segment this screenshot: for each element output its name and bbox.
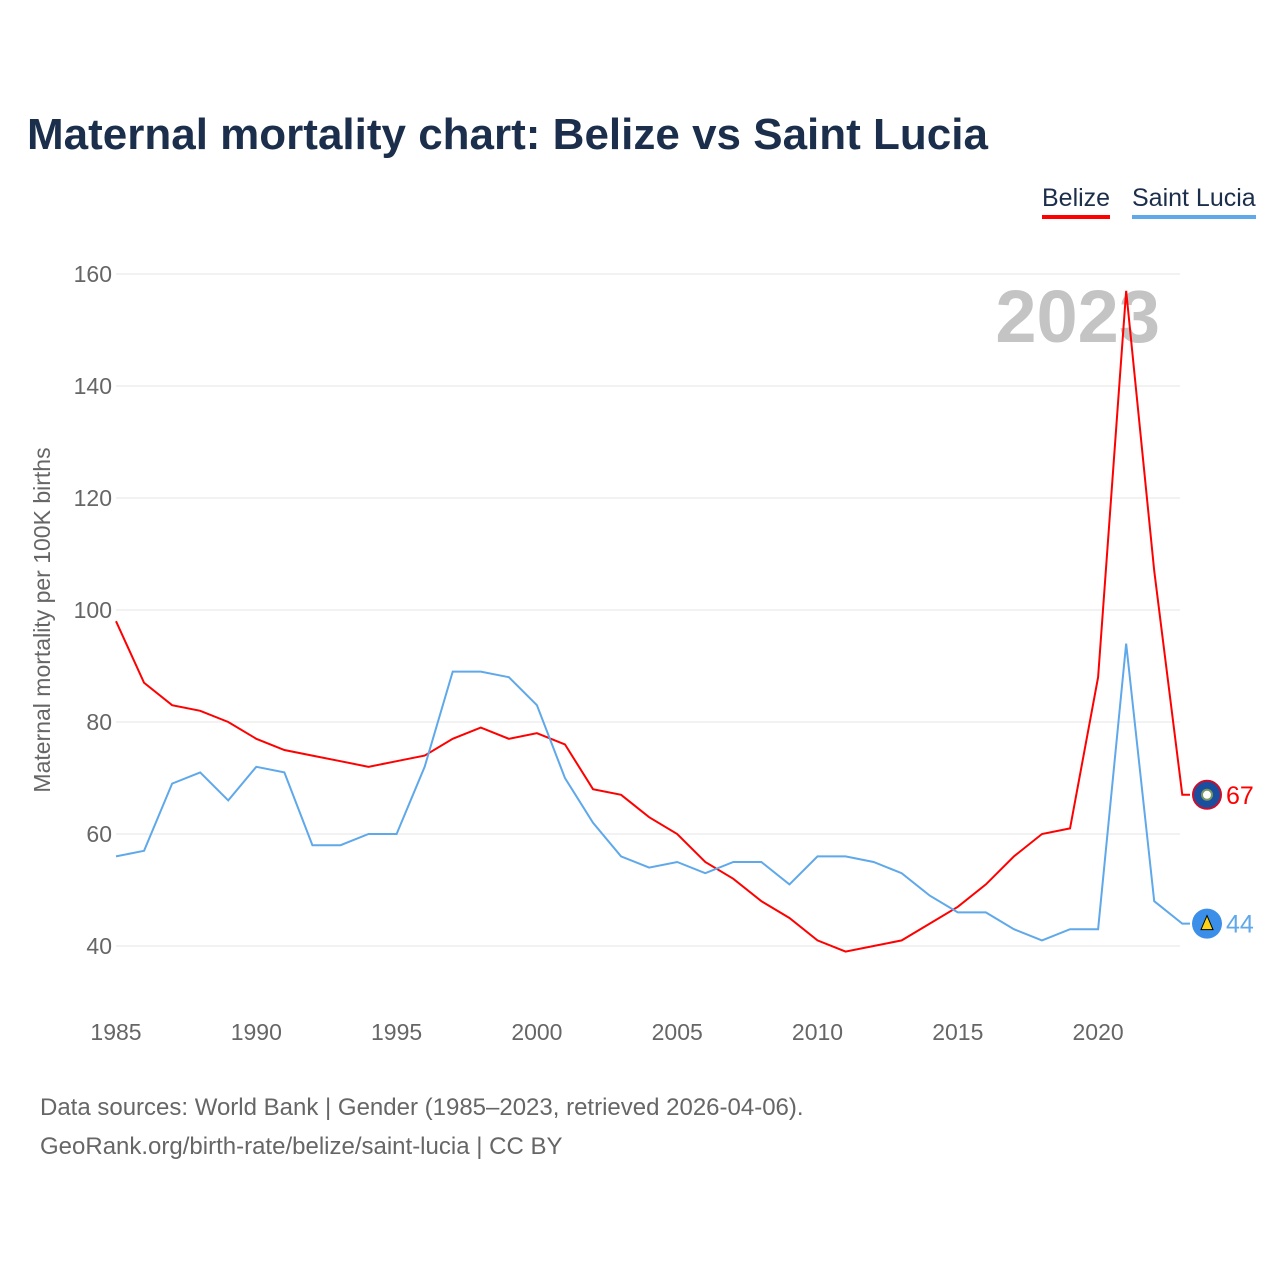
y-tick-label: 120 xyxy=(74,485,112,511)
end-value-label: 44 xyxy=(1226,911,1254,939)
y-axis-label: Maternal mortality per 100K births xyxy=(29,447,55,792)
x-tick-label: 2020 xyxy=(1073,1019,1124,1045)
end-value-label: 67 xyxy=(1226,782,1254,810)
x-tick-label: 2015 xyxy=(932,1019,983,1045)
legend-belize[interactable]: Belize xyxy=(1042,184,1111,219)
chart-title: Maternal mortality chart: Belize vs Sain… xyxy=(27,110,988,159)
y-tick-label: 40 xyxy=(86,933,112,959)
x-tick-label: 1990 xyxy=(231,1019,282,1045)
series-line-belize xyxy=(115,290,1190,953)
legend-saint-lucia[interactable]: Saint Lucia xyxy=(1132,184,1256,219)
x-tick-label: 1995 xyxy=(371,1019,422,1045)
x-tick-label: 2005 xyxy=(652,1019,703,1045)
y-tick-label: 60 xyxy=(86,821,112,847)
y-tick-label: 160 xyxy=(74,261,112,287)
y-tick-label: 100 xyxy=(74,597,112,623)
saint-lucia-flag-triangle xyxy=(1200,914,1214,931)
y-tick-label: 80 xyxy=(86,709,112,735)
x-tick-label: 1985 xyxy=(90,1019,141,1045)
year-watermark: 2023 xyxy=(995,275,1160,358)
source-note: Data sources: World Bank | Gender (1985–… xyxy=(40,1088,804,1166)
x-tick-label: 2010 xyxy=(792,1019,843,1045)
x-tick-label: 2000 xyxy=(511,1019,562,1045)
y-tick-label: 140 xyxy=(74,373,112,399)
source-line-1: Data sources: World Bank | Gender (1985–… xyxy=(40,1094,804,1121)
series-line-saint-lucia xyxy=(115,643,1190,942)
belize-flag-emblem xyxy=(1201,788,1213,801)
source-line-2[interactable]: GeoRank.org/birth-rate/belize/saint-luci… xyxy=(40,1133,563,1160)
